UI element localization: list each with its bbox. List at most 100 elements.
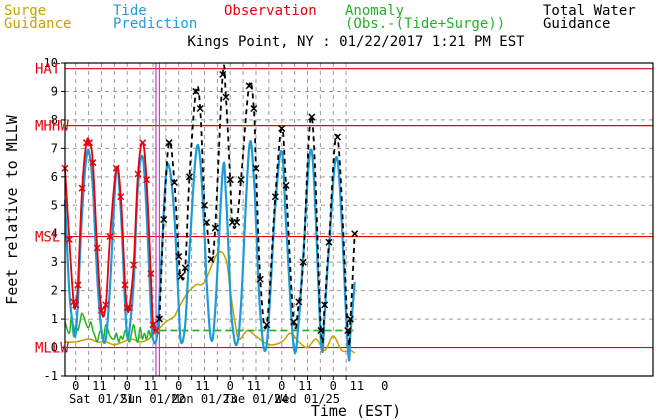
legend-item-line1: Observation [224,3,317,19]
data-point-total-water-guidance [200,201,209,209]
data-point-total-water-guidance [233,218,241,226]
x-tick-label: 0 [175,379,182,393]
legend-item-line1: Surge [4,3,46,19]
data-point-observation [89,159,97,167]
y-tick-label: -1 [44,369,58,383]
data-point-observation [93,244,101,252]
x-tick-label: 0 [124,379,131,393]
data-point-observation [152,326,160,335]
data-point-total-water-guidance [325,238,333,246]
data-point-observation [143,176,151,184]
plot-frame [64,62,654,377]
y-axis-label: Feet relative to MLLW [3,114,21,305]
data-point-total-water-guidance [334,133,342,141]
data-point-total-water-guidance [177,272,185,280]
data-point-mark [245,82,253,90]
data-point-mark [252,164,260,172]
x-tick-label: 11 [298,379,312,393]
chart-title: Kings Point, NY : 01/22/2017 1:21 PM EST [187,34,525,50]
data-point-total-water-guidance [317,326,325,335]
data-point-mark [334,133,342,141]
data-point-total-water-guidance [271,193,279,201]
data-point-mark [102,301,110,309]
series-line-anomaly [64,312,157,343]
data-point-mark [192,87,200,95]
data-point-observation [123,304,131,312]
y-tick-label: 3 [51,255,58,269]
data-point-mark [152,326,160,335]
x-tick-label: 0 [72,379,79,393]
data-point-mark [321,301,329,309]
data-point-total-water-guidance [346,315,354,323]
data-point-total-water-guidance [263,321,271,329]
data-point-observation [134,170,142,178]
y-tick-label: 2 [51,284,58,298]
data-point-mark [85,139,93,147]
plot-area [61,62,654,377]
data-point-mark [211,224,219,232]
data-point-observation [125,304,133,312]
data-point-total-water-guidance [155,315,163,323]
data-point-mark [196,104,204,113]
data-point-mark [237,176,245,184]
data-point-observation [106,233,114,241]
data-point-mark [271,193,279,201]
data-point-mark [65,235,73,243]
legend-item-line2: Guidance [543,16,610,32]
data-point-mark [106,233,114,241]
data-point-mark [346,315,354,323]
reference-label-mhhw: MHHW [35,119,69,135]
legend-item-line2: Guidance [4,16,71,32]
data-point-mark [134,170,142,178]
y-tick-label: 6 [51,170,58,184]
data-point-total-water-guidance [226,176,234,184]
data-point-observation [117,193,125,201]
data-point-total-water-guidance [211,224,219,232]
x-day-label: Wed 01/25 [275,392,340,406]
data-point-mark [325,238,333,246]
data-point-observation [74,281,82,289]
data-point-observation [130,261,138,269]
legend-item-line2: (Obs.-(Tide+Surge)) [345,16,505,32]
data-point-mark [125,304,133,312]
y-tick-label: 0 [51,341,58,355]
data-point-observation [149,321,157,329]
legend-item-line2: Prediction [113,16,197,32]
y-tick-label: 10 [44,56,58,70]
y-tick-label: 8 [51,113,58,127]
data-point-total-water-guidance [252,164,260,172]
data-point-total-water-guidance [219,70,227,78]
y-tick-label: 7 [51,141,58,155]
data-point-mark [155,315,163,323]
data-point-observation [72,301,80,309]
legend-item-line1: Tide [113,3,147,19]
data-point-total-water-guidance [207,255,215,263]
data-point-total-water-guidance [170,178,178,187]
data-point-total-water-guidance [250,104,258,113]
reference-label-hat: HAT [35,62,61,78]
data-point-mark [170,178,178,187]
data-point-observation [97,307,106,315]
y-tick-label: 4 [51,227,58,241]
data-point-mark [295,298,303,306]
data-point-total-water-guidance [185,173,193,181]
data-point-mark [117,193,125,201]
x-tick-label: 0 [227,379,234,393]
reference-label-msl: MSL [35,230,60,246]
data-point-mark [121,281,129,289]
data-point-mark [250,104,258,113]
x-tick-label: 11 [195,379,209,393]
data-point-mark [123,304,131,312]
data-point-mark [74,281,82,289]
x-day-label: Tue 01/24 [223,392,288,406]
data-point-mark [149,321,157,329]
x-day-label: Mon 01/23 [172,392,237,406]
data-point-mark [175,252,183,261]
data-point-observation [102,301,110,309]
data-point-total-water-guidance [308,113,316,121]
data-point-total-water-guidance [290,318,298,326]
data-point-total-water-guidance [299,258,307,266]
data-point-mark [256,275,264,283]
